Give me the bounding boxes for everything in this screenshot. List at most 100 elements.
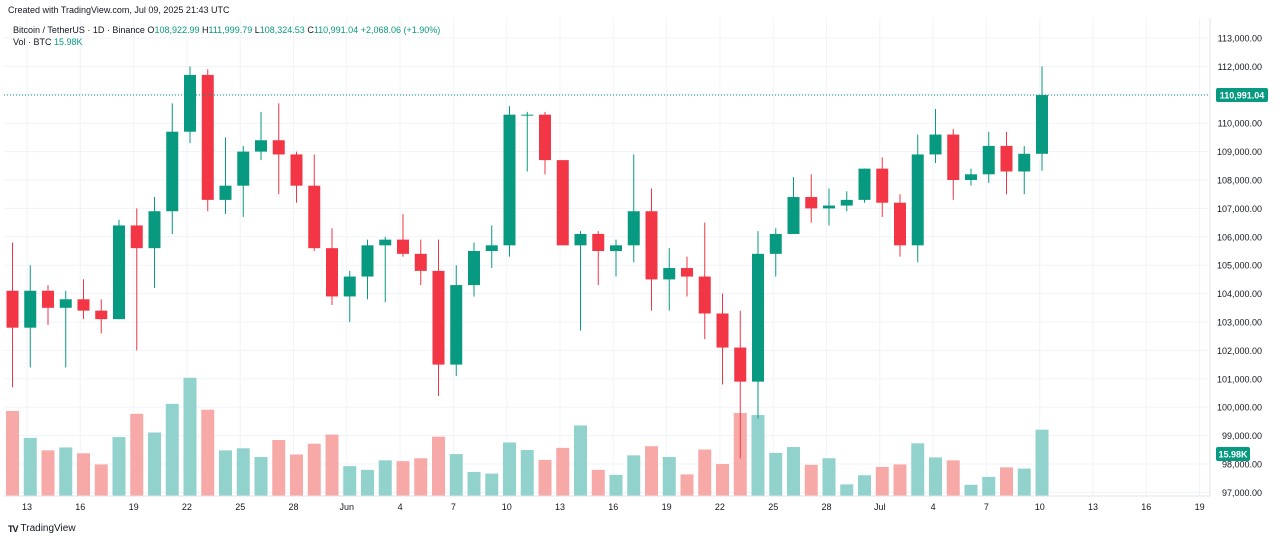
volume-bar: [645, 446, 658, 496]
candle-body: [148, 211, 161, 249]
price-tick-label: 104,000.00: [1217, 289, 1262, 299]
volume-bar: [538, 459, 552, 496]
candle-body: [361, 245, 374, 277]
time-tick-label: 19: [662, 502, 672, 512]
candle-body: [982, 145, 995, 175]
volume-bar: [307, 443, 321, 496]
candle-body: [308, 185, 321, 249]
time-tick-label: 16: [608, 502, 618, 512]
time-axis[interactable]: 13 16 19 22 25 28 Jun 4 7 10 13 16 19 22 25 28 Jul 4 7 10 13…: [4, 495, 1210, 512]
time-tick-label: 13: [555, 502, 565, 512]
time-tick-label: 28: [821, 502, 831, 512]
volume-bar: [627, 455, 641, 496]
candle-body: [42, 290, 54, 308]
volume-bar: [893, 464, 907, 496]
candle-body: [539, 114, 551, 161]
candle-body: [237, 151, 250, 186]
open-label: O: [147, 25, 155, 35]
price-tick-label: 106,000.00: [1217, 232, 1262, 242]
volume-bar: [432, 436, 445, 496]
candle-body: [6, 290, 19, 328]
volume-badge: [1216, 447, 1250, 461]
volume-bar: [520, 449, 534, 496]
volume-bar: [574, 425, 587, 496]
close-label: C: [307, 25, 314, 35]
candle-body: [184, 74, 196, 132]
candlesticks: [6, 66, 1048, 459]
volume-bar: [378, 460, 392, 496]
volume-bar: [325, 434, 339, 496]
candle-body: [627, 211, 640, 246]
price-tick-label: 100,000.00: [1217, 403, 1262, 413]
volume-bar: [343, 466, 357, 496]
volume-bar: [290, 454, 303, 496]
volume-bar: [112, 437, 126, 496]
volume-bar: [361, 469, 374, 496]
candle-body: [272, 140, 285, 155]
time-tick-label: 25: [768, 502, 778, 512]
candle-body: [1036, 95, 1048, 154]
price-axis[interactable]: 113,000.00112,000.00111,000.00110,000.00…: [1209, 18, 1268, 498]
time-tick-label: 16: [75, 502, 85, 512]
time-tick-label: Jun: [340, 502, 355, 512]
candle-body: [24, 290, 37, 328]
candle-body: [1018, 153, 1031, 172]
volume-bar: [964, 484, 978, 496]
volume-bar: [1000, 467, 1013, 496]
volume-label: Vol · BTC: [13, 37, 52, 47]
time-tick-label: 22: [182, 502, 192, 512]
volume-bar: [503, 442, 516, 496]
price-tick-label: 98,000.00: [1222, 460, 1262, 470]
volume-bar: [769, 452, 783, 496]
time-tick-label: 22: [715, 502, 725, 512]
volume-bar: [236, 448, 250, 496]
candle-body: [379, 239, 392, 246]
candle-body: [1000, 145, 1013, 172]
volume-bar: [929, 457, 942, 496]
volume-bar: [609, 474, 623, 496]
candle-body: [201, 74, 214, 200]
high-value: 111,999.79: [208, 25, 253, 35]
volume-bar: [858, 475, 871, 496]
candle-body: [858, 168, 871, 200]
time-tick-label: 7: [451, 502, 456, 512]
candle-body: [219, 185, 232, 200]
volume-bar: [130, 413, 144, 496]
symbol-title: Bitcoin / TetherUS · 1D · Binance: [13, 25, 145, 35]
price-tick-label: 108,000.00: [1217, 176, 1262, 186]
volume-bar: [751, 415, 765, 496]
volume-bar: [59, 447, 73, 496]
candle-body: [95, 310, 108, 320]
candle-body: [929, 134, 942, 155]
volume-bar: [23, 437, 37, 496]
volume-bar: [591, 469, 605, 496]
volume-bar: [485, 473, 499, 496]
candle-body: [130, 225, 143, 249]
close-value: 110,991.04: [313, 25, 359, 35]
candle-body: [290, 154, 303, 186]
tradingview-brand[interactable]: TV TradingView: [8, 523, 76, 534]
price-tick-label: 105,000.00: [1217, 261, 1262, 271]
time-tick-label: 16: [1141, 502, 1151, 512]
ohlc-legend: Bitcoin / TetherUS · 1D · Binance O108,9…: [13, 25, 440, 35]
candle-body: [840, 199, 853, 206]
candle-body: [787, 197, 800, 234]
price-tick-label: 102,000.00: [1217, 346, 1262, 356]
price-tick-label: 113,000.00: [1218, 34, 1262, 44]
volume-bar: [875, 466, 889, 496]
volume-bar: [911, 443, 925, 496]
price-tick-label: 107,000.00: [1217, 204, 1262, 214]
candle-body: [610, 245, 622, 251]
price-tick-label: 103,000.00: [1217, 318, 1262, 328]
volume-bar: [396, 461, 410, 496]
candle-body: [894, 202, 906, 246]
high-label: H: [202, 25, 209, 35]
time-tick-label: 4: [398, 502, 403, 512]
candle-body: [397, 239, 409, 254]
price-tick-label: 109,000.00: [1217, 147, 1262, 157]
time-tick-label: 28: [288, 502, 298, 512]
tradingview-logo-icon: TV: [8, 523, 18, 534]
time-tick-label: 19: [129, 502, 139, 512]
time-tick-label: 7: [984, 502, 989, 512]
